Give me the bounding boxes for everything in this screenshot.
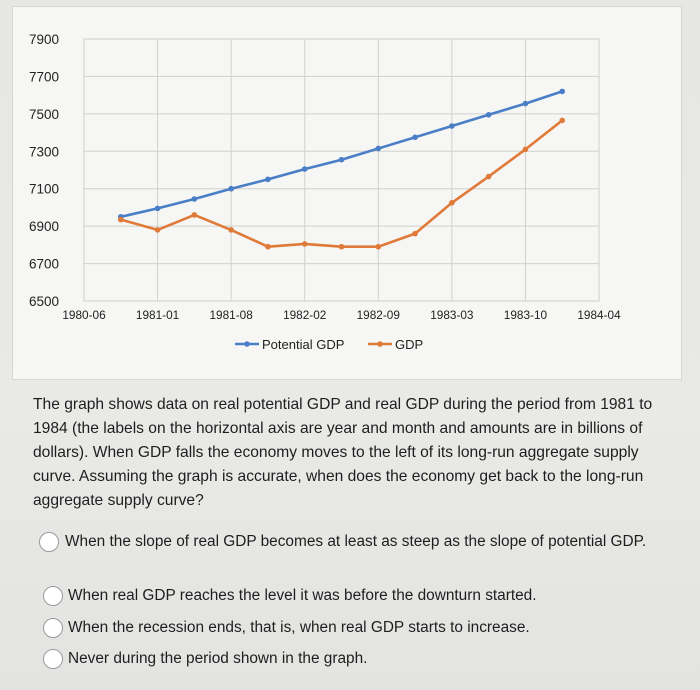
y-tick-label: 7900 bbox=[29, 32, 59, 47]
gdp-point bbox=[301, 241, 308, 247]
legend-potential-gdp-label: Potential GDP bbox=[262, 337, 344, 352]
radio-button[interactable] bbox=[43, 586, 63, 606]
potential-gdp-point bbox=[522, 100, 529, 107]
y-tick-label: 7300 bbox=[29, 144, 59, 159]
gdp-point bbox=[117, 216, 124, 223]
potential-gdp-point bbox=[412, 134, 418, 141]
radio-button[interactable] bbox=[39, 532, 59, 552]
potential-gdp-point bbox=[449, 123, 455, 129]
chart-card: 7900 7700 7500 7300 7100 6900 6700 6500 1980-06 1… bbox=[12, 6, 682, 380]
x-tick-label: 1980-06 bbox=[62, 308, 106, 322]
y-tick-label: 7100 bbox=[29, 182, 59, 197]
gdp-point bbox=[228, 227, 234, 233]
gdp-point bbox=[485, 173, 492, 180]
potential-gdp-point bbox=[375, 145, 382, 152]
x-tick-label: 1982-02 bbox=[283, 308, 326, 322]
legend-potential-gdp-marker bbox=[244, 341, 250, 347]
x-tick-label: 1983-10 bbox=[504, 308, 548, 322]
gdp-point bbox=[449, 199, 455, 206]
potential-gdp-point bbox=[559, 88, 566, 95]
option-label: When real GDP reaches the level it was b… bbox=[68, 587, 537, 604]
x-tick-label: 1984-04 bbox=[577, 308, 621, 322]
y-tick-label: 7500 bbox=[29, 107, 59, 122]
x-tick-label: 1983-03 bbox=[430, 308, 474, 322]
potential-gdp-point bbox=[265, 176, 271, 183]
radio-button[interactable] bbox=[43, 649, 63, 669]
legend-gdp-marker bbox=[377, 341, 383, 347]
gdp-point bbox=[375, 243, 382, 250]
option-label: When the slope of real GDP becomes at le… bbox=[65, 533, 647, 550]
y-tick-label: 6700 bbox=[29, 257, 59, 272]
radio-button[interactable] bbox=[43, 618, 63, 638]
gdp-point bbox=[154, 227, 161, 233]
potential-gdp-point bbox=[485, 111, 492, 118]
gdp-point bbox=[191, 212, 198, 218]
option-label: When the recession ends, that is, when r… bbox=[68, 619, 530, 636]
plot-area bbox=[83, 38, 600, 302]
gdp-point bbox=[265, 243, 271, 250]
x-tick-label: 1981-01 bbox=[136, 308, 179, 322]
y-tick-label: 6900 bbox=[29, 219, 59, 234]
potential-gdp-point bbox=[301, 166, 308, 172]
x-tick-label: 1981-08 bbox=[209, 308, 253, 322]
gdp-line bbox=[119, 119, 564, 248]
legend-gdp-label: GDP bbox=[395, 337, 423, 352]
gdp-point bbox=[338, 243, 345, 250]
gdp-point bbox=[412, 230, 418, 237]
potential-gdp-point bbox=[228, 185, 234, 192]
question-text: The graph shows data on real potential G… bbox=[33, 396, 653, 509]
gdp-point bbox=[522, 146, 529, 153]
y-tick-label: 6500 bbox=[29, 294, 59, 309]
potential-gdp-point bbox=[154, 205, 161, 212]
potential-gdp-point bbox=[338, 156, 345, 163]
y-tick-label: 7700 bbox=[29, 69, 59, 84]
potential-gdp-line bbox=[119, 90, 564, 219]
x-tick-label: 1982-09 bbox=[357, 308, 400, 322]
option-label: Never during the period shown in the gra… bbox=[68, 650, 368, 667]
gdp-point bbox=[559, 117, 566, 124]
potential-gdp-point bbox=[191, 196, 198, 202]
